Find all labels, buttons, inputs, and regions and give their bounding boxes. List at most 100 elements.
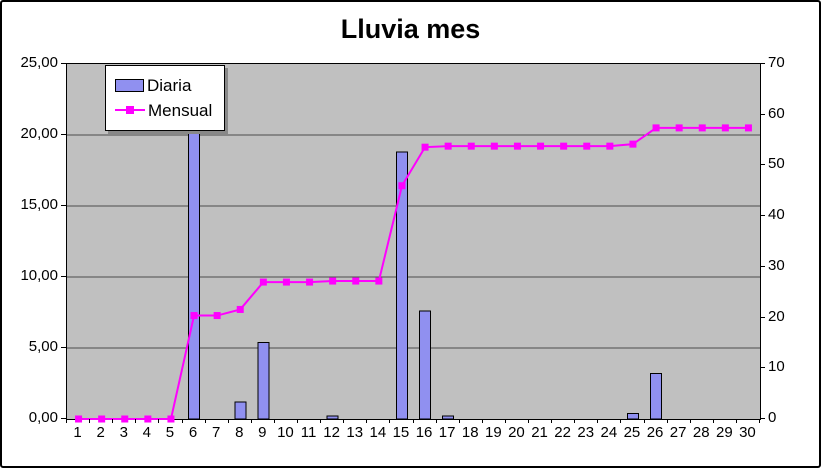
x-axis-tick (551, 419, 553, 423)
x-axis-tick (66, 419, 67, 423)
y-axis-right-tick (760, 367, 765, 369)
line-marker (421, 143, 429, 151)
x-axis-tick (181, 419, 183, 423)
line-marker (398, 182, 406, 190)
x-axis-label: 11 (300, 424, 317, 441)
plot-area (66, 63, 761, 423)
y-axis-left-label: 15,00 (20, 196, 58, 213)
line-marker (652, 124, 660, 132)
x-axis-label: 28 (692, 424, 710, 441)
x-axis-label: 17 (438, 424, 456, 441)
x-axis-label: 4 (142, 424, 152, 441)
line-marker (306, 278, 314, 286)
line-marker (560, 142, 568, 150)
x-axis-tick (666, 419, 668, 423)
x-axis-tick (504, 419, 506, 423)
x-axis-tick (712, 419, 714, 423)
legend-label-mensual: Mensual (148, 100, 213, 120)
x-axis-tick (204, 419, 206, 423)
x-axis-label: 27 (669, 424, 687, 441)
x-axis-tick (112, 419, 114, 423)
x-axis-label: 21 (531, 424, 548, 441)
line-marker (190, 312, 198, 320)
x-axis-tick (620, 419, 622, 423)
x-axis-tick (574, 419, 576, 423)
x-axis-tick (273, 419, 275, 423)
line-marker (583, 142, 591, 150)
y-axis-left-label: 20,00 (20, 125, 58, 142)
x-axis-tick (689, 419, 691, 423)
x-axis-label: 26 (646, 424, 664, 441)
x-axis-label: 20 (508, 424, 525, 441)
x-axis-label: 15 (392, 424, 410, 441)
y-axis-right-tick (760, 113, 765, 115)
x-axis-tick (759, 419, 760, 423)
x-axis-label: 3 (119, 424, 128, 441)
line-marker (675, 124, 683, 132)
y-axis-left-label: 25,00 (20, 54, 58, 71)
legend-label-diaria: Diaria (147, 75, 192, 95)
y-axis-right-tick (760, 164, 765, 166)
line-marker (537, 142, 545, 150)
x-axis-label: 9 (258, 424, 267, 441)
x-axis-tick (435, 419, 437, 423)
x-axis-tick (89, 419, 91, 423)
x-axis-tick (643, 419, 645, 423)
y-axis-left-tick (61, 134, 66, 135)
line-marker (213, 312, 221, 320)
plot-svg (67, 64, 760, 423)
x-axis-label: 6 (188, 424, 198, 441)
monthly-cumulative-line (78, 126, 749, 420)
line-marker (375, 277, 383, 285)
x-axis-label: 30 (739, 424, 756, 441)
y-axis-left-label: 5,00 (28, 338, 58, 355)
y-axis-left-label: 10,00 (20, 267, 58, 284)
x-axis-tick (389, 419, 391, 423)
chart-title: Lluvia mes (340, 14, 481, 44)
line-marker (513, 142, 521, 150)
y-axis-right-label: 60 (768, 104, 785, 122)
y-axis-left-tick (61, 276, 66, 277)
line-marker (121, 415, 129, 423)
line-marker (352, 277, 360, 285)
x-axis-tick (597, 419, 599, 423)
x-axis-tick (735, 419, 737, 423)
y-axis-right-tick (760, 316, 765, 318)
line-marker (282, 278, 290, 286)
y-axis-left-label: 0,00 (28, 409, 58, 426)
legend-item-mensual: Mensual (115, 98, 212, 123)
y-axis-right-label: 30 (768, 256, 785, 274)
line-marker (144, 415, 152, 423)
y-axis-right-tick (760, 215, 765, 217)
x-axis-label: 10 (277, 424, 294, 441)
x-axis-label: 8 (235, 424, 244, 441)
x-axis-tick (250, 419, 252, 423)
daily-rain-bar (419, 310, 432, 420)
y-axis-right-tick (760, 265, 765, 267)
x-axis-label: 29 (716, 424, 733, 441)
daily-rain-bar (234, 401, 247, 420)
daily-rain-bar (442, 415, 455, 420)
line-series-swatch-icon (115, 104, 145, 117)
x-axis-label: 16 (415, 424, 433, 441)
y-axis-left-tick (61, 347, 66, 348)
x-axis-tick (343, 419, 345, 423)
daily-rain-bar (257, 341, 270, 420)
line-marker (167, 415, 175, 423)
x-axis-tick (412, 419, 414, 423)
line-marker (490, 142, 498, 150)
line-marker (467, 142, 475, 150)
x-axis-tick (366, 419, 368, 423)
x-axis-label: 19 (485, 424, 502, 441)
line-marker (98, 415, 106, 423)
y-axis-left-tick (61, 63, 66, 64)
line-marker (606, 142, 614, 150)
line-marker (629, 140, 637, 148)
line-marker (721, 124, 729, 132)
x-axis-label: 22 (554, 424, 571, 441)
line-marker (236, 305, 244, 313)
y-axis-right-label: 70 (768, 54, 785, 71)
y-axis-right-label: 40 (768, 206, 785, 224)
x-axis-label: 1 (73, 424, 82, 441)
